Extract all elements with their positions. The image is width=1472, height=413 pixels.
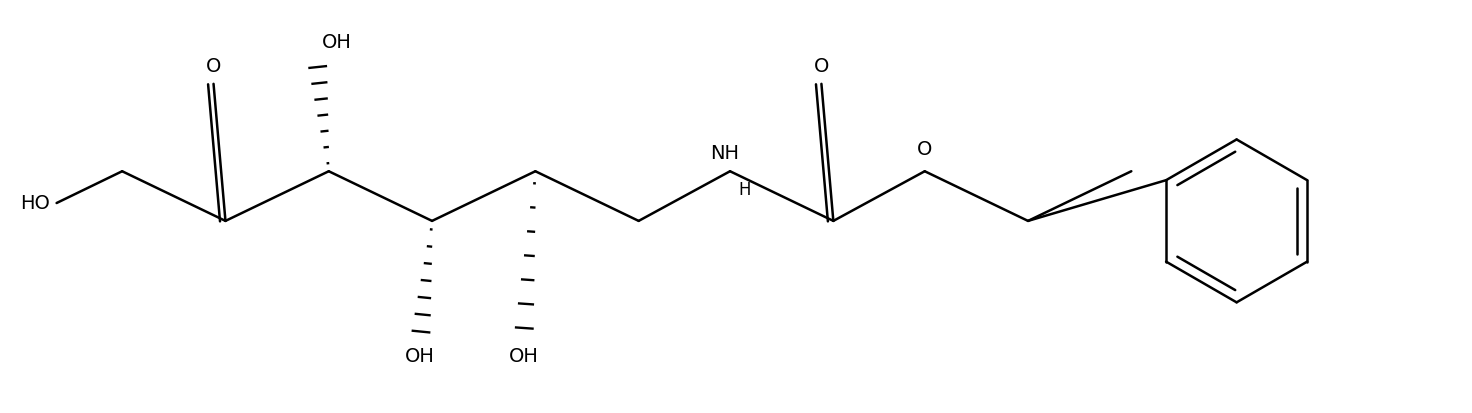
Text: HO: HO	[19, 194, 50, 213]
Text: NH: NH	[711, 144, 739, 163]
Text: O: O	[206, 57, 221, 76]
Text: OH: OH	[322, 33, 352, 52]
Text: OH: OH	[508, 347, 539, 366]
Text: O: O	[814, 57, 829, 76]
Text: H: H	[739, 181, 751, 199]
Text: OH: OH	[405, 347, 436, 366]
Text: O: O	[917, 140, 932, 159]
